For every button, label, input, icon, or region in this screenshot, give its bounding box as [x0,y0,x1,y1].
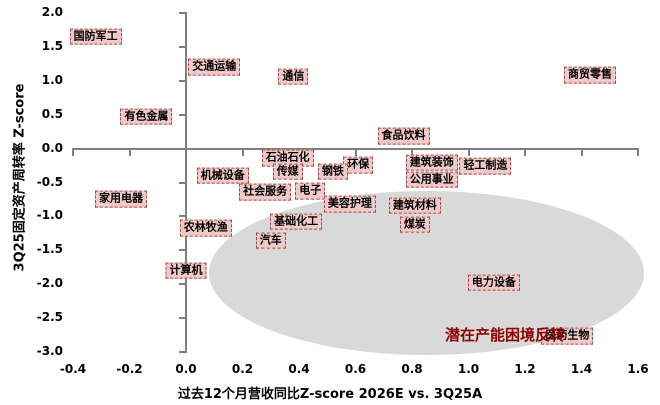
x-tick-label: 0.6 [344,362,367,376]
x-tick-label: 1.4 [570,362,593,376]
y-tick-label: -1.0 [36,208,63,223]
industry-label: 计算机 [165,262,207,279]
y-tick [179,147,187,150]
y-tick-label: 0.0 [41,140,63,155]
industry-label: 环保 [343,156,374,174]
y-tick-label: 1.5 [41,38,63,53]
industry-label: 商贸零售 [563,67,616,84]
x-tick-label: 0.2 [231,362,254,376]
x-tick [411,147,413,156]
industry-label: 煤炭 [399,216,430,233]
x-tick [524,147,526,156]
y-tick [179,12,187,14]
x-tick-label: 0.4 [288,362,310,376]
y-tick-label: -0.5 [36,174,63,189]
industry-label: 电力设备 [467,274,520,292]
x-tick-label: 0.8 [401,362,423,376]
plot-area: 潜在产能困境反转 -0.4 -0.2 0.0 0.2 0.4 0.6 0.8 1.0 1.2 1.… [37,5,649,376]
x-tick-label: 1.0 [457,362,480,376]
industry-label: 钢铁 [317,163,348,180]
industry-label: 基础化工 [270,213,323,231]
industry-label: 轻工制造 [459,157,512,175]
industry-label: 国防军工 [69,28,122,46]
y-tick-label: 2.0 [41,5,63,19]
x-tick-label: 0.0 [175,362,197,376]
x-tick [580,147,583,156]
x-tick [467,147,470,156]
y-tick [179,283,187,286]
x-tick [637,147,639,156]
industry-label: 机械设备 [196,167,249,185]
x-tick [185,147,187,156]
y-tick [179,351,187,353]
industry-label: 石油石化 [261,149,314,167]
y-tick-label: 0.5 [41,106,63,121]
y-tick-label: -1.5 [36,242,63,257]
x-tick-label: 1.6 [627,362,649,376]
x-tick-label: 1.2 [514,362,536,376]
capacity-reversal-annotation: 潜在产能困境反转 [445,326,566,344]
y-tick [179,181,187,184]
y-tick-label: -2.5 [36,310,63,325]
industry-label: 社会服务 [239,183,292,201]
y-tick-label: 1.0 [41,72,63,87]
x-tick-label: -0.2 [116,362,143,376]
industry-label: 交通运输 [188,58,241,76]
industry-label: 美容护理 [323,195,376,213]
y-tick-label: -2.0 [36,276,63,291]
x-tick [72,147,74,156]
y-tick [179,215,187,218]
industry-label: 电子 [295,182,326,200]
y-tick [179,113,187,116]
industry-label: 医药生物 [541,328,594,345]
y-tick [179,45,187,48]
industry-label: 农林牧渔 [179,219,232,237]
y-tick [179,79,187,82]
y-tick [179,249,187,252]
industry-label: 汽车 [255,232,286,250]
industry-label: 建筑装饰 [405,154,458,172]
x-tick [241,147,244,156]
x-tick [354,147,357,156]
industry-label: 家用电器 [95,191,148,208]
industry-label: 有色金属 [120,108,173,126]
industry-label: 建筑材料 [388,197,441,214]
industry-label: 通信 [278,68,309,86]
industry-label: 公用事业 [405,171,458,189]
industry-label: 传媒 [272,163,303,180]
y-tick [179,317,187,320]
x-tick-label: -0.4 [59,362,87,376]
industry-label: 食品饮料 [377,128,430,145]
y-tick-label: -3.0 [36,344,63,358]
x-tick [128,147,131,156]
x-axis-title: 过去12个月营收同比Z-score 2026E vs. 3Q25A [177,387,483,402]
